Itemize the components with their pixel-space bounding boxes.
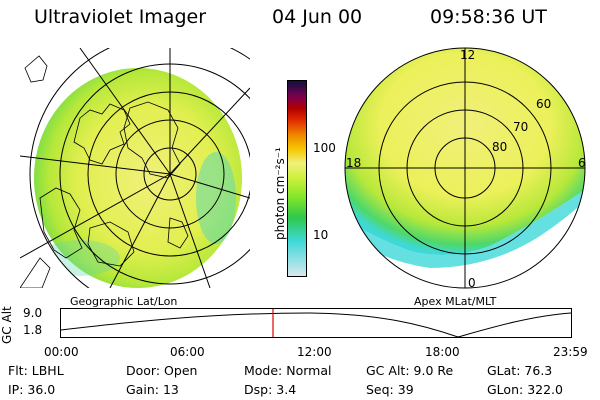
colorbar — [287, 80, 307, 277]
geographic-image — [20, 48, 250, 288]
status-mode: Mode: Normal — [244, 363, 332, 378]
header-date: 04 Jun 00 — [272, 6, 363, 28]
altitude-xtick-0600: 06:00 — [170, 345, 205, 359]
altitude-xtick-1200: 12:00 — [297, 345, 332, 359]
altitude-xtick-1800: 18:00 — [425, 345, 460, 359]
mlt-label-12: 12 — [460, 48, 476, 62]
altitude-ytick-9: 9.0 — [23, 306, 43, 320]
mlat-label-70: 70 — [513, 120, 529, 134]
altitude-ylabel: GC Alt — [0, 306, 14, 344]
mag-grid — [344, 47, 586, 289]
app-title: Ultraviolet Imager — [34, 6, 207, 28]
altitude-xtick-0000: 00:00 — [44, 345, 79, 359]
status-gain: Gain: 13 — [126, 382, 179, 397]
coastlines — [20, 55, 189, 288]
magnetic-image — [344, 47, 586, 289]
mlt-label-6: 6 — [578, 156, 586, 170]
status-door: Door: Open — [126, 363, 198, 378]
status-ip: IP: 36.0 — [8, 382, 56, 397]
geographic-caption: Geographic Lat/Lon — [70, 295, 178, 308]
status-filter: Flt: LBHL — [8, 363, 64, 378]
status-glon: GLon: 322.0 — [487, 382, 563, 397]
mlt-label-18: 18 — [346, 156, 362, 170]
colorbar-unit-label: photon cm⁻²s⁻¹ — [273, 147, 287, 240]
mlt-label-0: 0 — [468, 276, 476, 290]
magnetic-caption: Apex MLat/MLT — [414, 295, 497, 308]
status-gc-alt: GC Alt: 9.0 Re — [366, 363, 454, 378]
colorbar-tick-100: 100 — [313, 141, 336, 155]
mlat-label-80: 80 — [492, 140, 508, 154]
status-dsp: Dsp: 3.4 — [244, 382, 297, 397]
altitude-xtick-2359: 23:59 — [553, 345, 588, 359]
header-time: 09:58:36 UT — [430, 6, 547, 28]
altitude-curve — [60, 312, 572, 338]
geo-grid — [20, 48, 250, 288]
colorbar-tick-10: 10 — [313, 228, 329, 242]
status-glat: GLat: 76.3 — [487, 363, 553, 378]
altitude-ytick-1-8: 1.8 — [23, 323, 43, 337]
altitude-plot — [60, 308, 572, 338]
status-seq: Seq: 39 — [366, 382, 414, 397]
mlat-label-60: 60 — [536, 97, 552, 111]
auroral-emission-geo — [34, 68, 242, 288]
